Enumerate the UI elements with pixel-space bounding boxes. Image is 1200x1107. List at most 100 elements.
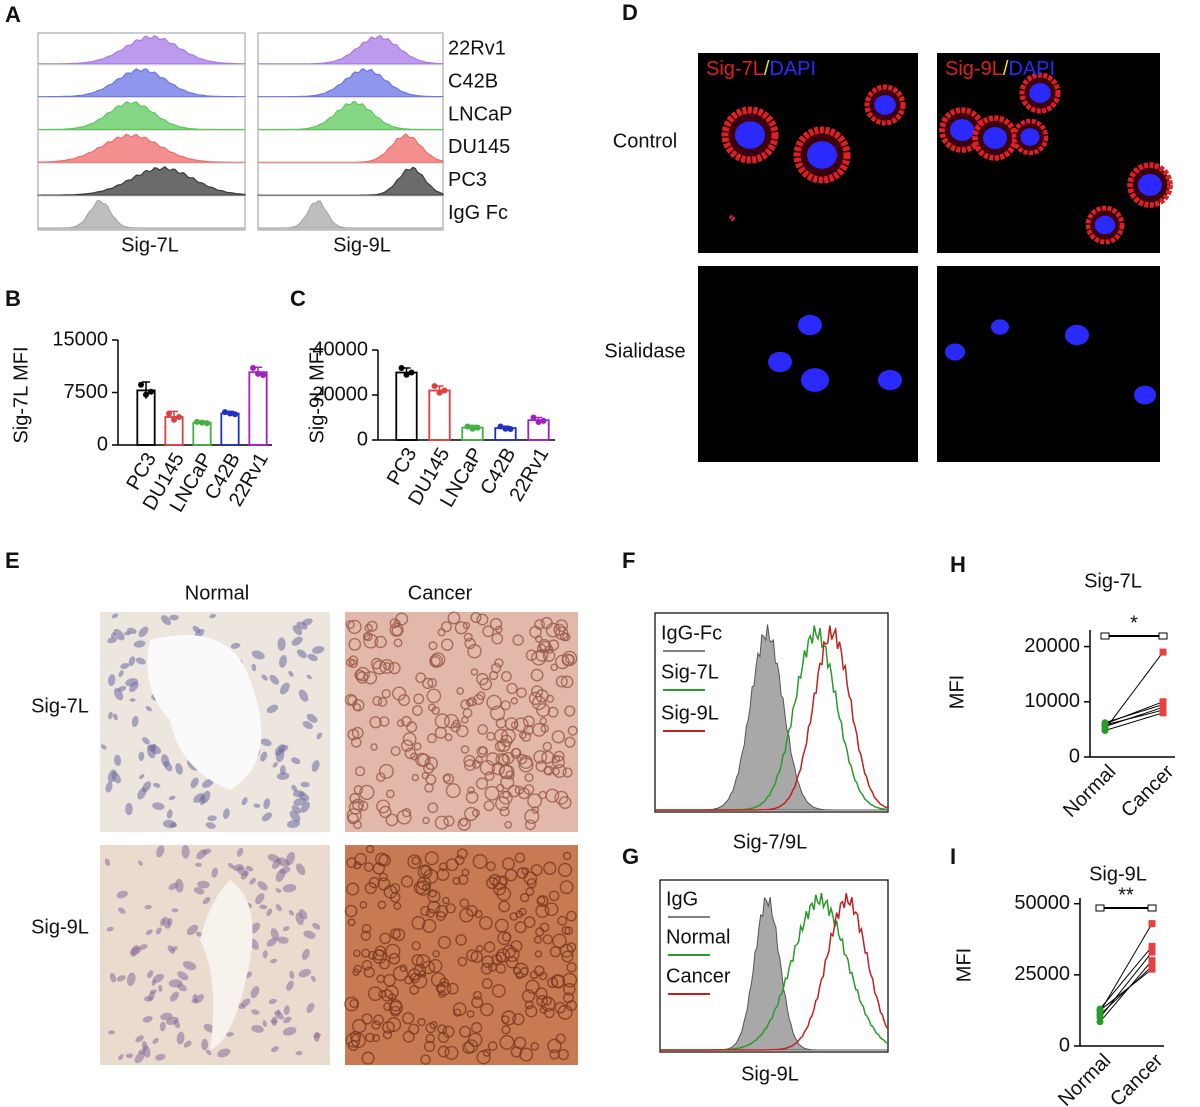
cell [372, 660, 387, 675]
cell [372, 949, 387, 964]
cell [562, 851, 572, 861]
data-point [502, 425, 509, 432]
cell [472, 853, 488, 869]
nucleus [306, 713, 318, 723]
cell [547, 706, 559, 718]
data-point [143, 391, 149, 398]
nucleus [268, 998, 277, 1005]
density-curve [37, 34, 246, 65]
nucleus [158, 984, 163, 992]
cell [389, 892, 401, 903]
cell [440, 638, 454, 651]
plot-frame [654, 612, 889, 813]
nucleus [230, 642, 241, 649]
cell [355, 666, 371, 682]
nucleus [316, 732, 323, 740]
nucleus [295, 1050, 303, 1056]
nucleus [307, 653, 318, 662]
data-point [497, 423, 504, 430]
cell [378, 763, 394, 779]
cell [566, 962, 577, 973]
cell [431, 706, 440, 715]
pair-line [1104, 706, 1164, 728]
cell [372, 1034, 381, 1043]
cell [515, 971, 524, 980]
nucleus [303, 930, 316, 939]
cell [555, 619, 568, 633]
cell [461, 868, 470, 877]
cell [375, 852, 389, 866]
nucleus [131, 715, 139, 727]
cell [518, 907, 527, 916]
cell [434, 815, 449, 830]
cell [483, 800, 495, 812]
data-point [530, 414, 537, 421]
nucleus [296, 649, 307, 659]
data-point [1096, 1006, 1104, 1014]
cell-nucleus [950, 119, 974, 141]
cell [561, 650, 578, 667]
nucleus [282, 884, 297, 893]
cell [385, 789, 395, 799]
cell [488, 670, 499, 681]
cell [363, 631, 373, 642]
cell [536, 895, 546, 905]
cell [345, 620, 355, 630]
density-curve [38, 101, 245, 131]
nucleus [262, 1020, 267, 1027]
cell [523, 724, 534, 736]
nucleus [249, 877, 256, 885]
cell [566, 910, 577, 922]
cell [437, 935, 452, 949]
cell [411, 915, 426, 930]
pair-line [1099, 968, 1153, 1011]
significance-label: ** [1118, 884, 1134, 906]
cell [348, 655, 359, 666]
cell [363, 633, 379, 649]
column-label: Normal [185, 582, 249, 604]
cell [562, 767, 573, 778]
cell [349, 1030, 361, 1042]
histogram-line [660, 892, 889, 1051]
cell [534, 950, 543, 958]
cell [459, 907, 474, 923]
cell [399, 964, 408, 972]
cell [400, 739, 414, 752]
nucleus [277, 637, 286, 651]
cell [359, 901, 368, 909]
cell [373, 1014, 384, 1026]
cell [495, 963, 507, 974]
nucleus [105, 781, 113, 793]
nucleus [190, 777, 199, 789]
cell [542, 741, 553, 752]
micrograph [698, 266, 918, 462]
cell [400, 875, 414, 888]
nucleus [135, 1035, 144, 1043]
cell [524, 808, 540, 825]
cell [430, 652, 446, 668]
nucleus [156, 845, 165, 858]
cell [484, 771, 495, 782]
cell [544, 1007, 555, 1019]
nucleus [288, 909, 295, 916]
cell [401, 808, 412, 818]
cell [474, 909, 483, 919]
cell [408, 968, 421, 981]
cell [557, 915, 568, 926]
bar [220, 412, 240, 446]
cell [454, 855, 465, 866]
cell [420, 865, 431, 877]
cell [479, 916, 493, 930]
cell [539, 640, 552, 653]
density-curve [258, 100, 443, 131]
cell [442, 774, 451, 783]
cell [372, 862, 385, 875]
nucleus [270, 1046, 279, 1053]
nucleus [114, 754, 122, 767]
panel-letter: E [5, 548, 20, 573]
histogram-line [655, 625, 889, 811]
cell [437, 981, 452, 996]
nucleus [133, 640, 146, 648]
data-point [1159, 648, 1167, 656]
nucleus [251, 650, 265, 660]
